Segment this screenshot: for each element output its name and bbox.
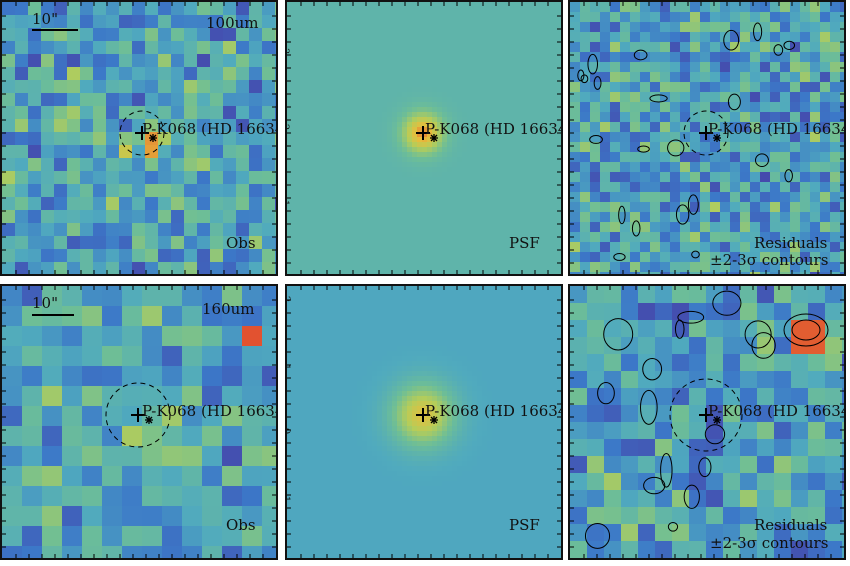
scale-bar (32, 29, 78, 31)
axis-tick-label: 2 (287, 296, 291, 302)
panel-psf-160um: P-K068 (HD 166348) PSF 2 1 0 1 (285, 284, 563, 560)
scale-bar-label: 10" (32, 10, 58, 28)
panel-residuals-100um: P-K068 (HD 166348) Residuals ±2-3σ conto… (568, 0, 846, 276)
axis-tick-label: 3 (287, 48, 290, 54)
band-label: 100um (206, 14, 259, 32)
panel-sublabel: ±2-3σ contours (710, 534, 829, 552)
target-label: P-K068 (HD 166348) (142, 402, 276, 420)
panel-residuals-160um: P-K068 (HD 166348) Residuals ±2-3σ conto… (568, 284, 846, 560)
panel-label: Obs (226, 234, 256, 252)
panel-psf-100um: P-K068 (HD 166348) PSF 3 2 1 (285, 0, 563, 276)
panel-label: Residuals (754, 516, 828, 534)
panel-obs-160um: 10" 160um Obs P-K068 (HD 166348) (0, 284, 278, 560)
scale-bar-label: 10" (32, 294, 58, 312)
psf-map (287, 2, 561, 274)
panel-label: Residuals (754, 234, 828, 252)
panel-sublabel: ±2-3σ contours (710, 251, 829, 269)
target-label: P-K068 (HD 166348) (708, 402, 844, 420)
axis-tick-label: 1 (287, 496, 291, 502)
panel-label: PSF (509, 516, 540, 534)
noise-map (2, 2, 276, 274)
axis-tick-label: 2 (287, 124, 290, 130)
axis-tick-label: 1 (287, 200, 290, 206)
target-label: P-K068 (HD 166348) (425, 402, 561, 420)
target-label: P-K068 (HD 166348) (142, 120, 276, 138)
panel-label: PSF (509, 234, 540, 252)
residual-map (570, 2, 844, 274)
axis-tick-label: 0 (287, 428, 291, 434)
noise-map (2, 286, 276, 558)
panel-obs-100um: 10" 100um Obs P-K068 (HD 166348) (0, 0, 278, 276)
band-label: 160um (202, 300, 255, 318)
target-label: P-K068 (HD 166348) (425, 120, 561, 138)
psf-map (287, 286, 561, 558)
panel-label: Obs (226, 516, 256, 534)
scale-bar (32, 314, 74, 316)
target-label: P-K068 (HD 166348) (708, 120, 844, 138)
axis-tick-label: 1 (287, 364, 291, 370)
